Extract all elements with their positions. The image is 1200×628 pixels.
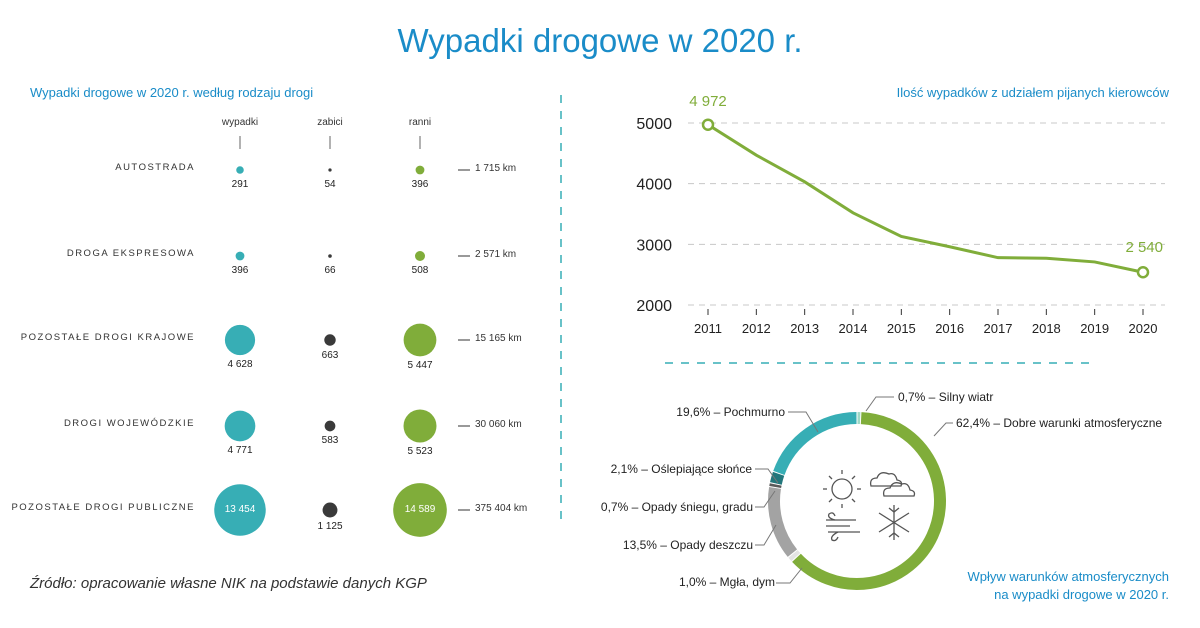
- column-header-ranni: ranni: [408, 117, 432, 128]
- slice-label: 62,4% – Dobre warunki atmosferyczne: [956, 416, 1162, 430]
- slice-label: 2,1% – Oślepiające słońce: [611, 462, 753, 476]
- x-tick-label: 2016: [935, 321, 964, 336]
- donut-slice: [788, 550, 801, 562]
- donut-chart-title: Wpływ warunków atmosferycznych na wypadk…: [967, 568, 1169, 604]
- y-tick-label: 2000: [636, 298, 672, 315]
- slice-label: 13,5% – Opady deszczu: [623, 538, 753, 552]
- column-header-zabici: zabici: [317, 117, 343, 128]
- slice-label: 0,7% – Opady śniegu, gradu: [601, 500, 753, 514]
- bubble-value: 5 447: [407, 360, 433, 372]
- weather-icons: [823, 470, 916, 542]
- y-tick-label: 5000: [636, 116, 672, 133]
- y-tick-label: 4000: [636, 177, 672, 194]
- bubble-zabici: [322, 502, 338, 518]
- bubble-value: 663: [321, 349, 339, 361]
- source-note: Źródło: opracowanie własne NIK na podsta…: [30, 575, 427, 592]
- bubble-value: 396: [231, 265, 249, 276]
- road-length: 30 060 km: [475, 419, 522, 430]
- leader-line: [755, 490, 776, 508]
- sun-icon: [823, 470, 861, 508]
- donut-slice: [773, 412, 857, 476]
- bubble-value: 1 125: [317, 521, 343, 533]
- bubble-value: 4 628: [227, 359, 253, 371]
- bubble-zabici: [328, 168, 332, 172]
- x-tick-label: 2012: [742, 321, 771, 336]
- x-tick-label: 2020: [1129, 321, 1158, 336]
- slice-label: 1,0% – Mgła, dym: [679, 575, 775, 589]
- x-tick-label: 2015: [887, 321, 916, 336]
- snowflake-icon: [878, 505, 910, 540]
- data-point: [701, 118, 715, 131]
- row-label: DROGA EKSPRESOWA: [66, 248, 195, 259]
- bubble-wypadki: [224, 324, 256, 356]
- line-chart-title: Ilość wypadków z udziałem pijanych kiero…: [896, 85, 1169, 100]
- clouds-icon: [869, 472, 916, 497]
- bubble-value: 508: [411, 265, 429, 276]
- row-label: AUTOSTRADA: [115, 162, 195, 173]
- last-value-label: 2 540: [1125, 239, 1163, 256]
- bubble-value: 5 523: [407, 446, 433, 458]
- bubble-value: 13 454: [224, 504, 256, 515]
- row-label: POZOSTAŁE DROGI KRAJOWE: [20, 332, 195, 343]
- donut-slice: [792, 412, 946, 590]
- donut-slice: [770, 471, 785, 485]
- bubble-zabici: [324, 334, 336, 346]
- road-length: 375 404 km: [475, 503, 528, 514]
- bubble-ranni: [393, 483, 447, 537]
- bubble-ranni: [415, 165, 425, 175]
- leader-line: [865, 396, 894, 412]
- x-tick-label: 2013: [790, 321, 819, 336]
- bubble-ranni: [403, 323, 437, 357]
- road-length: 15 165 km: [475, 333, 522, 344]
- leader-line: [755, 468, 779, 484]
- bubble-zabici: [324, 420, 336, 432]
- first-value-label: 4 972: [689, 93, 727, 110]
- bubble-chart-title: Wypadki drogowe w 2020 r. według rodzaju…: [30, 85, 314, 100]
- leader-line: [755, 524, 777, 546]
- row-label: POZOSTAŁE DROGI PUBLICZNE: [11, 502, 195, 513]
- bubble-value: 4 771: [227, 445, 253, 457]
- x-tick-label: 2017: [984, 321, 1013, 336]
- x-tick-label: 2018: [1032, 321, 1061, 336]
- bubble-value: 66: [324, 265, 336, 276]
- bubble-value: 54: [324, 179, 336, 190]
- leader-line: [933, 422, 953, 437]
- x-tick-label: 2019: [1080, 321, 1109, 336]
- donut-title-line-1: Wpływ warunków atmosferycznych: [967, 569, 1169, 584]
- road-length: 1 715 km: [475, 163, 517, 174]
- donut-slice: [768, 487, 798, 557]
- bubble-wypadki: [236, 166, 244, 174]
- bubble-ranni: [403, 409, 437, 443]
- bubble-value: 291: [231, 179, 249, 190]
- wind-icon: [826, 512, 860, 542]
- bubble-wypadki: [224, 410, 256, 442]
- series-line: [707, 123, 1144, 274]
- slice-label: 19,6% – Pochmurno: [676, 405, 785, 419]
- x-tick-label: 2014: [839, 321, 868, 336]
- bubble-value: 396: [411, 179, 429, 190]
- road-length: 2 571 km: [475, 249, 517, 260]
- x-tick-label: 2011: [694, 321, 722, 336]
- data-point: [1136, 265, 1150, 279]
- bubble-ranni: [414, 250, 426, 262]
- bubble-value: 14 589: [404, 504, 436, 515]
- bubble-wypadki: [235, 251, 245, 261]
- column-header-wypadki: wypadki: [221, 117, 259, 128]
- bubble-zabici: [328, 254, 332, 258]
- slice-label: 0,7% – Silny wiatr: [898, 390, 993, 404]
- row-label: DROGI WOJEWÓDZKIE: [63, 418, 195, 429]
- page-title: Wypadki drogowe w 2020 r.: [397, 22, 803, 59]
- donut-title-line-2: na wypadki drogowe w 2020 r.: [994, 587, 1169, 602]
- bubble-value: 583: [321, 435, 339, 447]
- y-tick-label: 3000: [636, 237, 672, 254]
- leader-line: [788, 411, 819, 433]
- leader-line: [776, 567, 803, 584]
- bubble-wypadki: [214, 484, 266, 536]
